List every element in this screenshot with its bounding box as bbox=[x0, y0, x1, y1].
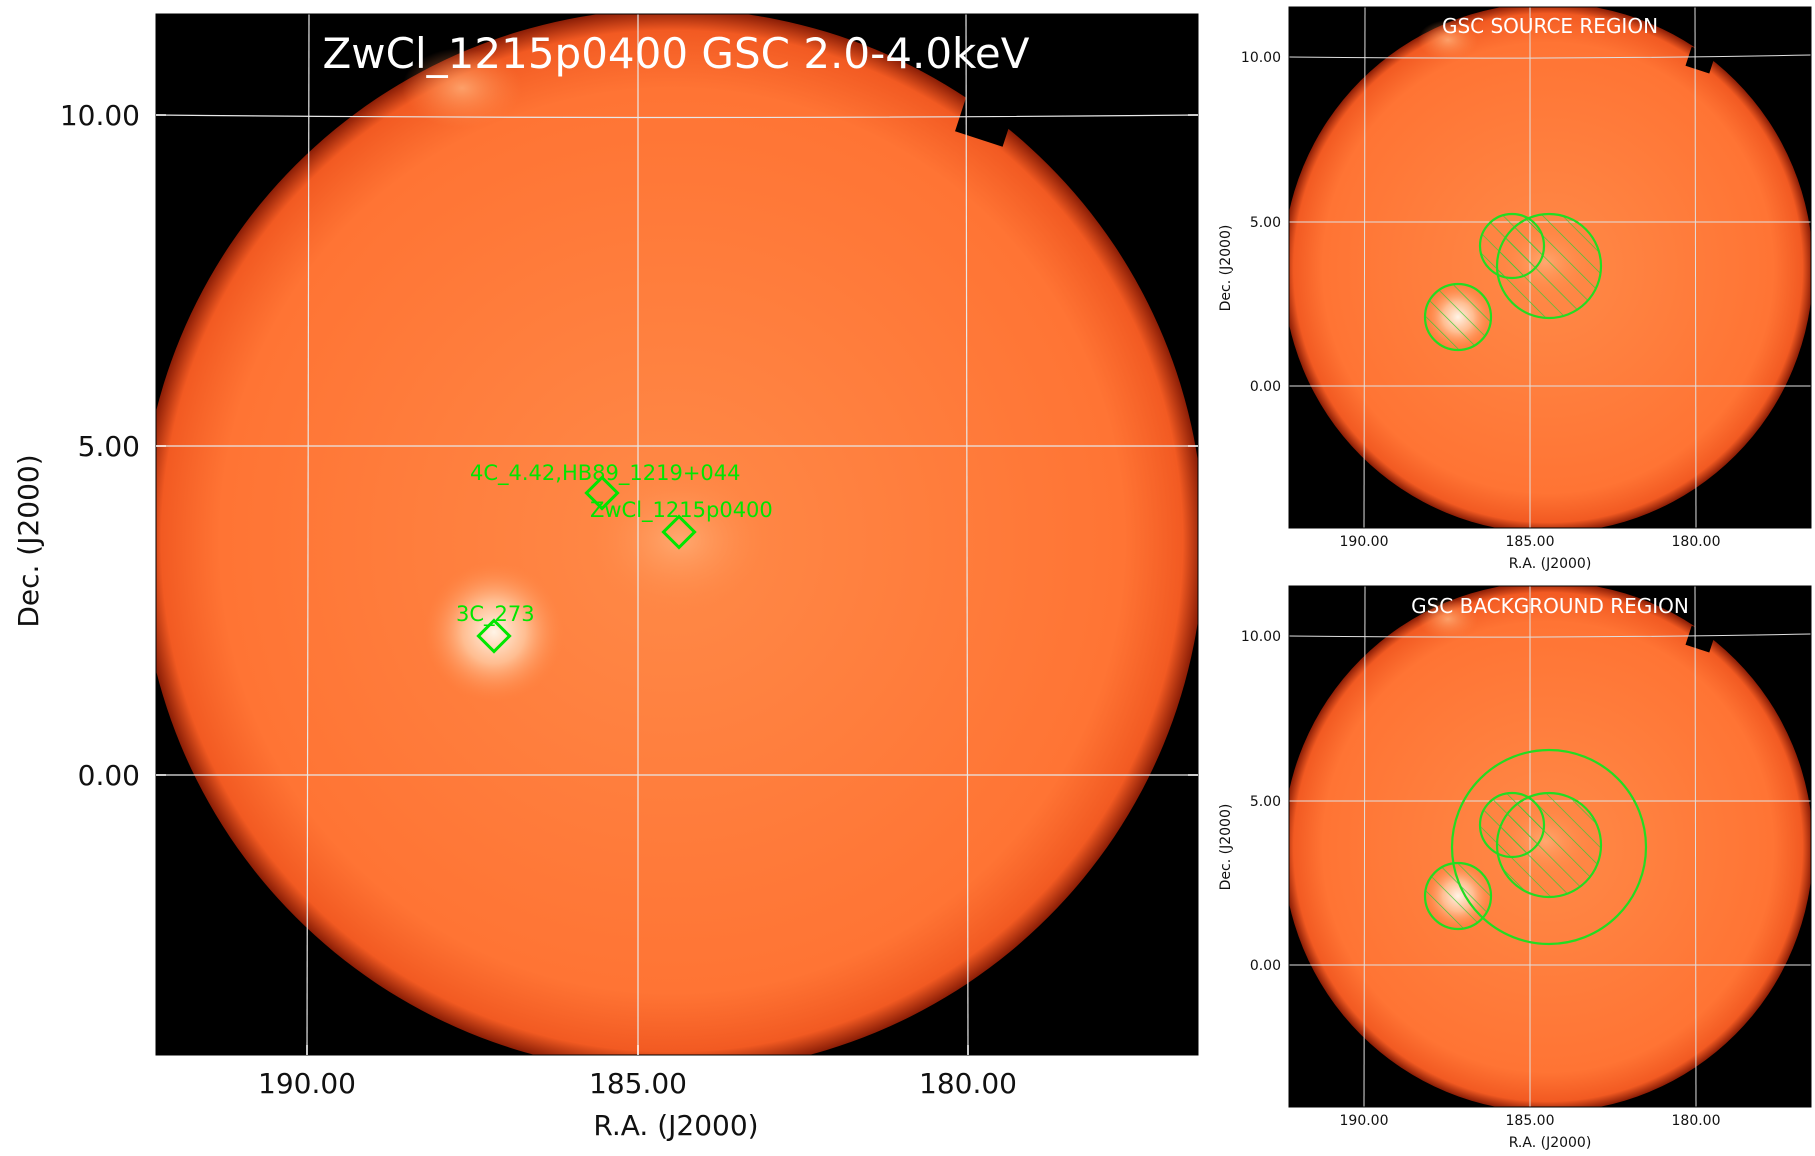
main-bright-region-top bbox=[402, 48, 522, 128]
main-detector-notch bbox=[955, 93, 1015, 147]
src-xtick-180: 180.00 bbox=[1672, 534, 1721, 550]
src-ytick-5: 5.00 bbox=[1250, 215, 1281, 231]
main-diffuse-emission bbox=[590, 470, 770, 610]
src-region-4c bbox=[1478, 212, 1546, 280]
marker-3c273 bbox=[476, 618, 512, 654]
bkg-exclusion-3c273 bbox=[1423, 861, 1493, 931]
main-title: ZwCl_1215p0400 GSC 2.0-4.0keV bbox=[323, 29, 1030, 78]
bkg-region-annulus bbox=[1450, 748, 1648, 946]
main-xlabel: R.A. (J2000) bbox=[593, 1109, 758, 1142]
main-source-markers bbox=[476, 475, 697, 654]
bkg-xtick-180: 180.00 bbox=[1672, 1113, 1721, 1129]
src-xtick-190: 190.00 bbox=[1340, 534, 1389, 550]
background-region-panel: GSC BACKGROUND REGION 10.00 5.00 0.00 19… bbox=[1218, 585, 1812, 1151]
main-ylabel: Dec. (J2000) bbox=[12, 454, 45, 627]
main-panel: 4C_4.42,HB89_1219+044 ZwCl_1215p0400 3C_… bbox=[12, 13, 1199, 1142]
main-xtick-185: 185.00 bbox=[589, 1067, 687, 1100]
main-xtick-190: 190.00 bbox=[258, 1067, 356, 1100]
bkg-ytick-5: 5.00 bbox=[1250, 794, 1281, 810]
src-ylabel: Dec. (J2000) bbox=[1218, 225, 1234, 312]
source-label-3c273: 3C_273 bbox=[456, 602, 535, 627]
src-title: GSC SOURCE REGION bbox=[1442, 14, 1658, 38]
bkg-ytick-0: 0.00 bbox=[1250, 958, 1281, 974]
src-ytick-0: 0.00 bbox=[1250, 379, 1281, 395]
main-ytick-0: 0.00 bbox=[78, 759, 140, 792]
main-ytick-10: 10.00 bbox=[60, 99, 140, 132]
main-ticks bbox=[156, 114, 1198, 1055]
bkg-title: GSC BACKGROUND REGION bbox=[1411, 594, 1689, 618]
main-grid bbox=[156, 14, 1198, 1055]
bkg-ytick-10: 10.00 bbox=[1241, 629, 1281, 645]
marker-zwcl bbox=[661, 514, 697, 550]
src-ytick-10: 10.00 bbox=[1241, 50, 1281, 66]
main-3c273-emission bbox=[424, 562, 564, 702]
src-xlabel: R.A. (J2000) bbox=[1509, 556, 1592, 572]
source-label-zwcl: ZwCl_1215p0400 bbox=[590, 498, 773, 523]
source-region-panel: GSC SOURCE REGION 10.00 5.00 0.00 190.00… bbox=[1218, 6, 1812, 572]
src-xtick-185: 185.00 bbox=[1506, 534, 1555, 550]
main-ytick-5: 5.00 bbox=[78, 430, 140, 463]
source-label-4c: 4C_4.42,HB89_1219+044 bbox=[470, 461, 741, 486]
bkg-exclusion-4c bbox=[1478, 791, 1546, 859]
bkg-region-circles bbox=[1423, 748, 1648, 946]
bkg-xtick-185: 185.00 bbox=[1506, 1113, 1555, 1129]
main-xtick-180: 180.00 bbox=[919, 1067, 1017, 1100]
bkg-xtick-190: 190.00 bbox=[1340, 1113, 1389, 1129]
bkg-ylabel: Dec. (J2000) bbox=[1218, 804, 1234, 891]
bkg-xlabel: R.A. (J2000) bbox=[1509, 1135, 1592, 1151]
marker-4c-4.42 bbox=[584, 475, 620, 511]
src-region-circles bbox=[1423, 212, 1603, 352]
src-region-3c273 bbox=[1423, 282, 1493, 352]
